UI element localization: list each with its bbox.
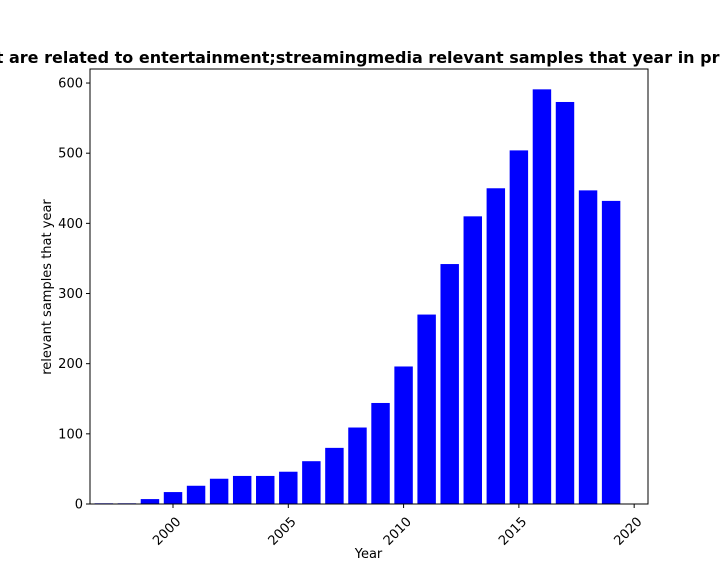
x-tick-label: 2015 [496, 515, 530, 549]
y-tick-label: 500 [58, 147, 83, 162]
bar-2019 [601, 200, 621, 504]
bar-2009 [371, 402, 390, 504]
bar-2000 [163, 492, 183, 504]
bar-2001 [186, 485, 206, 504]
y-tick-label: 600 [58, 77, 83, 92]
bar-2010 [394, 366, 413, 504]
bar-2013 [463, 216, 482, 504]
bar-2012 [440, 264, 459, 504]
bar-2002 [209, 478, 229, 504]
bar-2006 [302, 461, 321, 504]
y-tick-label: 300 [58, 287, 83, 302]
chart-title: Papers that are related to entertainment… [0, 48, 720, 67]
x-tick-label: 2005 [266, 515, 300, 549]
y-tick-label: 100 [58, 427, 83, 442]
bar-2011 [417, 314, 436, 504]
bar-2014 [486, 188, 506, 504]
bar-2017 [555, 101, 575, 504]
bar-2018 [578, 190, 598, 504]
bar-2016 [532, 89, 552, 504]
bar-2007 [325, 447, 344, 504]
bar-2004 [256, 475, 275, 504]
bar-2003 [232, 475, 252, 504]
plot-area: 0 100 200 300 400 500 600 2000 2005 2010 2015 2020 [58, 68, 649, 549]
x-tick-label: 2000 [150, 515, 184, 549]
y-tick-label: 200 [58, 357, 83, 372]
bar-2008 [348, 427, 367, 504]
x-axis-label: Year [354, 547, 383, 562]
y-tick-label: 400 [58, 217, 83, 232]
y-tick-label: 0 [75, 498, 83, 513]
x-tick-label: 2020 [611, 515, 645, 549]
plot-frame [89, 68, 649, 505]
x-tick-label: 2010 [381, 515, 415, 549]
bar-2015 [509, 150, 529, 504]
bar-2005 [279, 471, 298, 504]
bar-1999 [140, 499, 160, 504]
y-axis-label: relevant samples that year [40, 199, 55, 375]
